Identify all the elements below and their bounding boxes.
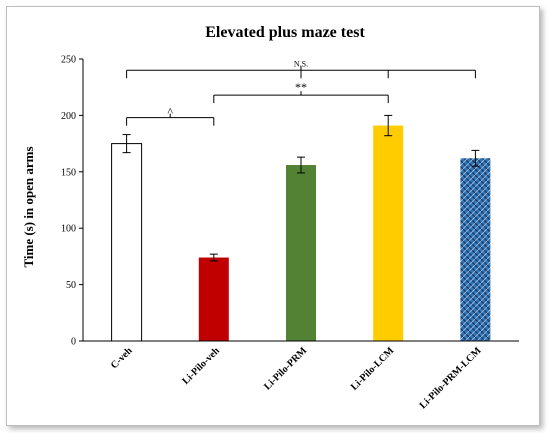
x-category-label: Li-Pilo-LCM bbox=[349, 345, 397, 393]
y-tick-label: 50 bbox=[66, 280, 76, 291]
axes bbox=[82, 59, 519, 342]
y-tick-label: 0 bbox=[71, 337, 76, 348]
x-axis-categories: C-veh Li-Pilo-veh Li-Pilo-PRM Li-Pilo-LCM Li… bbox=[109, 345, 484, 411]
bar-c-veh bbox=[111, 143, 143, 342]
y-axis-ticks: 0 50 100 150 200 250 bbox=[61, 55, 83, 348]
significance-label: ** bbox=[295, 80, 307, 94]
chart-title: Elevated plus maze test bbox=[205, 24, 365, 41]
y-tick-label: 250 bbox=[61, 55, 76, 66]
bar-li-pilo-lcm bbox=[373, 125, 404, 341]
bar-chart: Elevated plus maze test Time (s) in open… bbox=[21, 24, 519, 411]
bar-li-pilo-prm-lcm bbox=[460, 158, 491, 341]
y-tick-label: 150 bbox=[61, 167, 76, 178]
y-tick-label: 100 bbox=[61, 224, 76, 235]
bars bbox=[111, 125, 491, 342]
x-category-label: Li-Pilo-PRM-LCM bbox=[418, 345, 484, 411]
significance-label: N.S. bbox=[294, 59, 308, 68]
chart-frame: Elevated plus maze test Time (s) in open… bbox=[6, 6, 540, 426]
x-category-label: C-veh bbox=[109, 345, 135, 371]
error-bars bbox=[122, 114, 480, 262]
significance-label: ^ bbox=[167, 105, 173, 119]
x-category-label: Li-Pilo-veh bbox=[180, 345, 222, 387]
significance-annotations: N.S. ** ^ bbox=[126, 59, 476, 126]
x-category-label: Li-Pilo-PRM bbox=[262, 345, 309, 392]
bar-li-pilo-veh bbox=[198, 257, 229, 341]
bar-li-pilo-prm bbox=[286, 165, 316, 341]
y-axis-label: Time (s) in open arms bbox=[21, 146, 36, 267]
y-tick-label: 200 bbox=[61, 111, 76, 122]
